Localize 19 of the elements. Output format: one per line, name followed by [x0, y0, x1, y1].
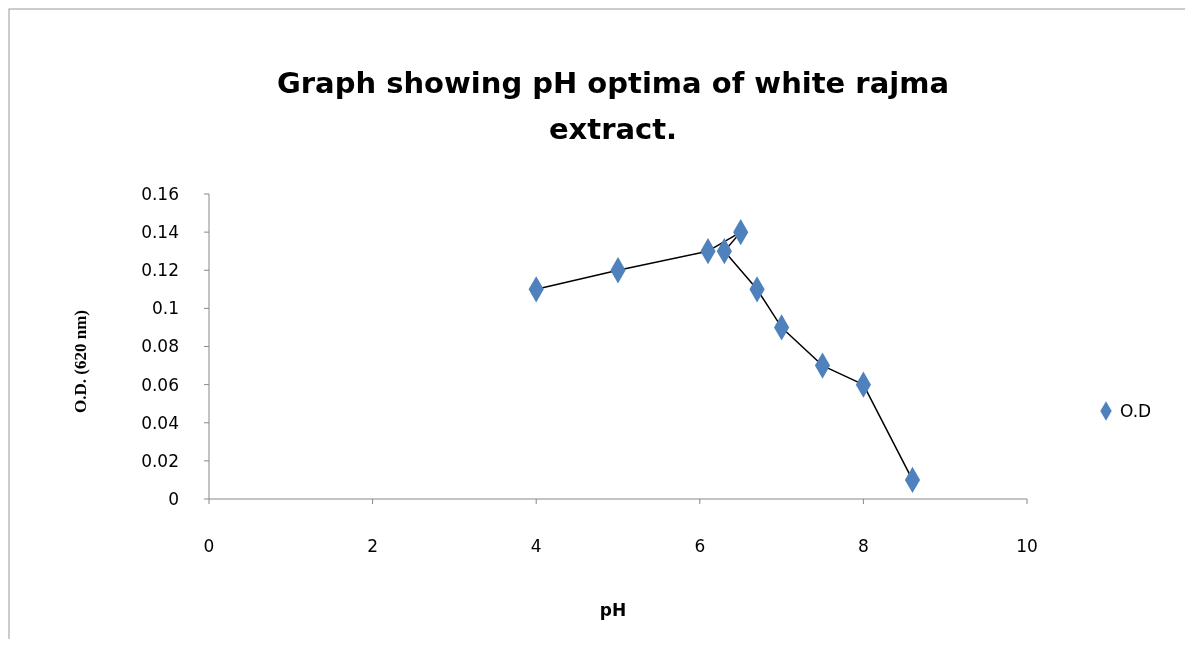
- x-tick-label: 2: [367, 536, 379, 556]
- x-axis-title: pH: [599, 600, 627, 620]
- y-tick-label: 0.1: [151, 298, 179, 319]
- y-tick-label: 0.06: [141, 374, 179, 395]
- y-tick-label: 0.16: [141, 183, 179, 204]
- y-tick-label: 0.02: [141, 450, 179, 471]
- x-tick-label: 0: [203, 536, 215, 556]
- y-tick-label: 0.12: [141, 260, 179, 281]
- y-tick-label: 0.04: [141, 412, 179, 433]
- y-tick-label: 0.14: [141, 222, 179, 243]
- x-tick-label: 8: [857, 536, 869, 556]
- y-tick-label: 0: [168, 488, 179, 509]
- chart-title: Graph showing pH optima of white rajma extract.: [277, 66, 949, 146]
- y-axis-title: O.D. (620 nm): [71, 310, 90, 413]
- legend-label: O.D: [1120, 400, 1152, 421]
- x-tick-label: 4: [530, 536, 542, 556]
- y-tick-label: 0.08: [141, 336, 179, 357]
- x-tick-label: 10: [1016, 536, 1038, 556]
- x-tick-label: 6: [694, 536, 706, 556]
